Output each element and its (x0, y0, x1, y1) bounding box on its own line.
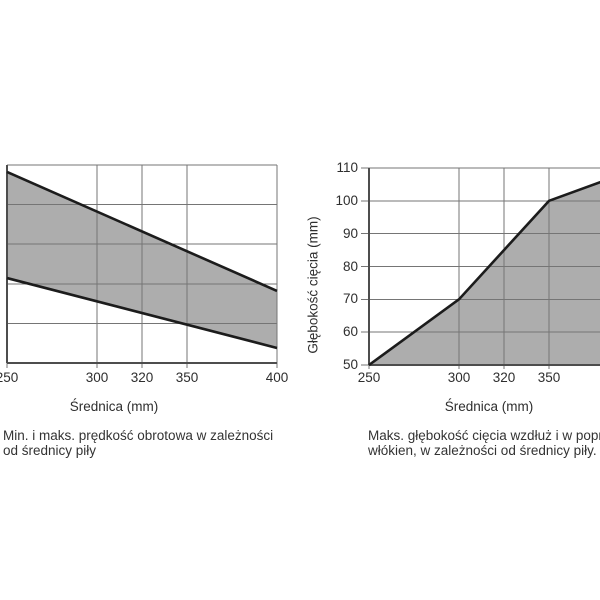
right-y-tick-label: 50 (342, 357, 358, 372)
left-x-axis-title: Średnica (mm) (69, 399, 159, 414)
left-caption-line-1: Min. i maks. prędkość obrotowa w zależno… (3, 428, 274, 443)
right-x-tick-label: 300 (447, 370, 471, 385)
right-y-tick-label: 70 (342, 291, 358, 307)
left-chart-caption: Min. i maks. prędkość obrotowa w zależno… (3, 428, 274, 458)
right-y-tick-label: 80 (342, 258, 358, 274)
right-x-tick-label: 350 (537, 370, 561, 385)
right-y-tick-label: 110 (336, 160, 358, 175)
left-x-tick-label: 350 (175, 370, 199, 385)
right-x-tick-label: 320 (492, 370, 516, 385)
left-x-tick-label: 250 (0, 370, 19, 385)
left-x-tick-label: 300 (85, 370, 109, 385)
right-caption-line-1: Maks. głębokość cięcia wzdłuż i w poprze… (368, 428, 600, 443)
left-x-tick-label: 320 (130, 370, 154, 385)
right-chart-caption: Maks. głębokość cięcia wzdłuż i w poprze… (368, 428, 600, 458)
right-caption-line-2: włókien, w zależności od średnicy piły. (368, 442, 597, 458)
right-x-axis-title: Średnica (mm) (444, 399, 534, 414)
left-x-tick-label: 400 (265, 370, 289, 385)
left-caption-line-2: od średnicy piły (3, 442, 97, 458)
right-y-tick-label: 60 (342, 324, 358, 340)
right-y-tick-label: 90 (342, 225, 358, 241)
right-x-tick-label: 250 (357, 370, 381, 385)
right-y-axis-title: Głębokość cięcia (mm) (305, 216, 321, 354)
right-y-tick-label: 100 (335, 192, 358, 208)
